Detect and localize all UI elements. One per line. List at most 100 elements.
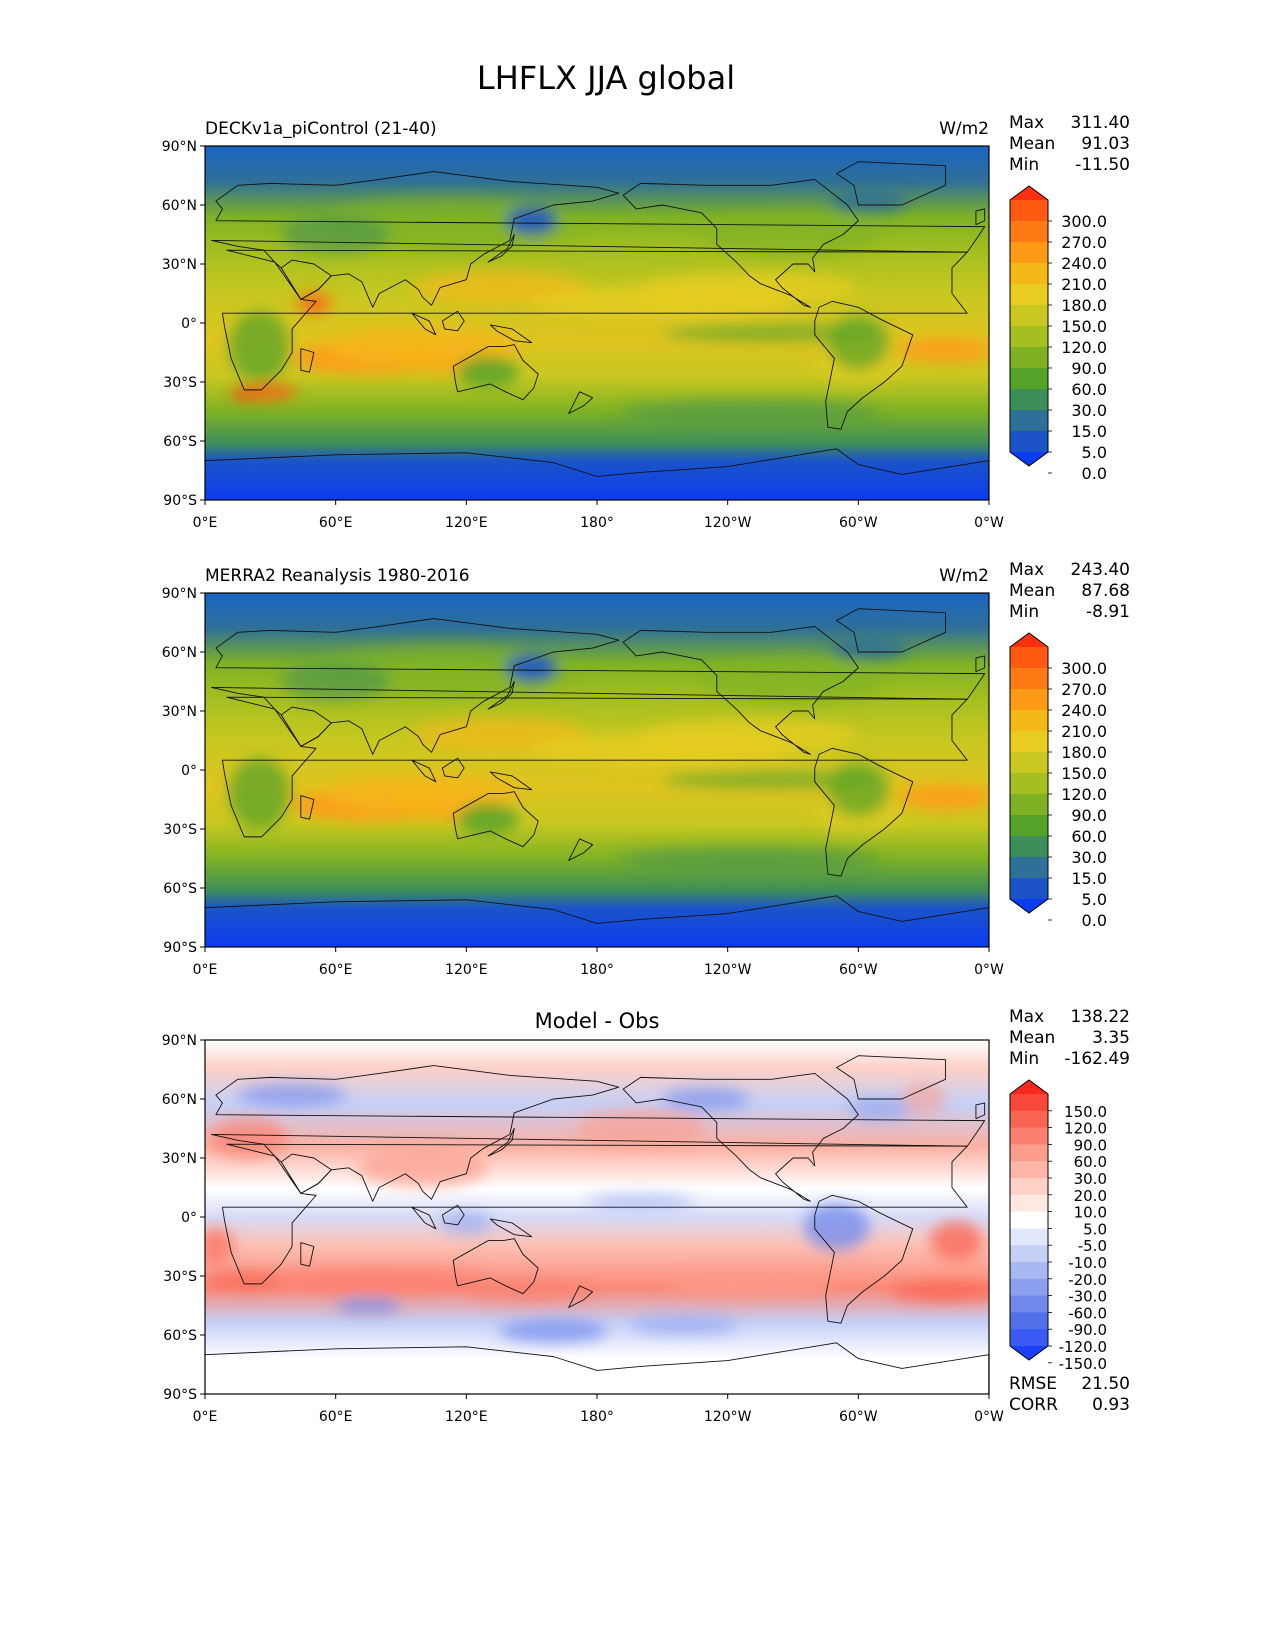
stat-value: 243.40 <box>1071 560 1130 580</box>
colorbar-swatch <box>1010 1178 1048 1196</box>
lon-tick-label: 120°E <box>445 962 488 978</box>
coastline-africa <box>221 249 968 391</box>
stat-label: Max <box>1009 560 1044 580</box>
field-patch <box>499 1319 608 1343</box>
colorbar-swatch <box>1010 1110 1048 1129</box>
stat-label: Mean <box>1009 1028 1055 1048</box>
colorbar-label: 90.0 <box>1071 359 1107 378</box>
lon-tick-label: 0°E <box>193 1409 218 1425</box>
colorbar-swatch <box>1010 1295 1048 1313</box>
coastline-greenland <box>836 608 946 653</box>
coastline-uk <box>975 208 986 226</box>
colorbar-swatch <box>1010 1329 1048 1347</box>
field-patch <box>357 1148 489 1188</box>
colorbar-swatch <box>1010 431 1048 453</box>
colorbar-label: 60.0 <box>1071 380 1107 399</box>
stat-value: 3.35 <box>1092 1028 1130 1048</box>
field-patch <box>205 1272 293 1288</box>
field-patch <box>662 324 881 341</box>
stat-label: Min <box>1009 602 1039 622</box>
coastline-arabia <box>280 259 332 300</box>
lat-tick-label: 60°N <box>162 1092 197 1108</box>
lon-tick-label: 180° <box>580 1409 614 1425</box>
field-patch <box>901 1083 946 1115</box>
colorbar-label: 270.0 <box>1061 680 1107 699</box>
stat-value: -8.91 <box>1086 602 1130 622</box>
field-patch <box>411 269 587 306</box>
lon-tick-label: 0°W <box>974 515 1004 531</box>
coastline-borneo <box>441 757 465 779</box>
lat-tick-label: 90°N <box>162 586 197 602</box>
coastline-new-guinea <box>489 771 533 791</box>
colorbar-label: 5.0 <box>1082 443 1107 462</box>
map-panel-obs: 90°N 60°N 30°N 0° 30°S 60°S 90°S 0°E 60°E 120°E 18… <box>162 560 1130 978</box>
coastline-south-america <box>814 1194 914 1324</box>
axis-ticks: 90°N 60°N 30°N 0° 30°S 60°S 90°S 0°E 60°E 120°E 18… <box>162 586 1004 978</box>
lat-tick-label: 30°N <box>162 704 197 720</box>
colorbar-swatch <box>1010 815 1048 837</box>
lon-tick-label: 60°E <box>319 1409 353 1425</box>
colorbar-swatch <box>1010 836 1048 858</box>
lon-tick-label: 60°E <box>319 962 353 978</box>
field-patch <box>930 1220 983 1261</box>
colorbar-label: 10.0 <box>1074 1204 1107 1222</box>
field-patch <box>281 214 391 255</box>
coastline-sumatra <box>411 759 437 783</box>
colorbar-label: 120.0 <box>1064 1120 1107 1138</box>
colorbar-label: 30.0 <box>1071 401 1107 420</box>
lat-tick-label: 0° <box>181 316 197 332</box>
metric-value: 0.93 <box>1092 1395 1130 1415</box>
lon-tick-label: 60°W <box>839 1409 878 1425</box>
coastline-japan <box>487 234 515 263</box>
lon-tick-label: 60°E <box>319 515 353 531</box>
lat-tick-label: 60°S <box>163 881 197 897</box>
lat-tick-label: 90°N <box>162 139 197 155</box>
lat-tick-label: 30°N <box>162 257 197 273</box>
lat-tick-label: 0° <box>181 763 197 779</box>
field-patch <box>830 636 909 660</box>
coastline-borneo <box>441 1204 465 1226</box>
field-anomalies <box>228 189 989 424</box>
colorbar-swatch <box>1010 347 1048 369</box>
stat-value: 87.68 <box>1081 581 1130 601</box>
coastline-north-america <box>622 178 859 308</box>
coastline-new-guinea <box>489 1218 533 1238</box>
coastline-australia <box>452 1238 539 1295</box>
field-patch <box>531 287 793 320</box>
lon-tick-label: 60°W <box>839 962 878 978</box>
lat-tick-label: 90°N <box>162 1033 197 1049</box>
colorbar-swatch <box>1010 221 1048 243</box>
field-patch <box>440 1211 493 1235</box>
field-patch <box>505 206 558 235</box>
colorbar-label: 150.0 <box>1061 317 1107 336</box>
colorbar-swatch <box>1010 1262 1048 1280</box>
panel-title: MERRA2 Reanalysis 1980-2016 <box>205 566 470 586</box>
field-patch <box>237 1083 347 1107</box>
colorbar-swatch <box>1010 1144 1048 1162</box>
lat-tick-label: 60°N <box>162 198 197 214</box>
metric-label: RMSE <box>1009 1374 1057 1394</box>
lat-tick-label: 30°S <box>163 1269 197 1285</box>
colorbar-label: 0.0 <box>1082 464 1107 483</box>
field-patch <box>891 1281 989 1302</box>
stat-value: 91.03 <box>1081 134 1130 154</box>
field-patch <box>228 758 290 829</box>
colorbar-swatch <box>1010 1278 1048 1297</box>
field-patch <box>281 661 391 702</box>
coastline-arabia <box>280 1153 332 1194</box>
coastline-south-america <box>814 747 914 877</box>
colorbar-label: 120.0 <box>1061 338 1107 357</box>
field-patch <box>270 1268 489 1292</box>
axis-ticks: 90°N 60°N 30°N 0° 30°S 60°S 90°S 0°E 60°E 120°E 18… <box>162 1033 1004 1425</box>
colorbar-label: -90.0 <box>1068 1321 1107 1339</box>
lat-tick-label: 90°S <box>163 1387 197 1403</box>
colorbar-swatch <box>1010 242 1048 264</box>
lat-tick-label: 90°S <box>163 940 197 956</box>
colorbar-swatch <box>1010 1245 1048 1263</box>
colorbar-swatch <box>1010 1094 1048 1112</box>
coastline-arabia <box>280 706 332 747</box>
lon-tick-label: 0°E <box>193 515 218 531</box>
colorbar-extend-max <box>1010 1080 1048 1094</box>
colorbar-label: 300.0 <box>1061 659 1107 678</box>
lon-tick-label: 0°E <box>193 962 218 978</box>
